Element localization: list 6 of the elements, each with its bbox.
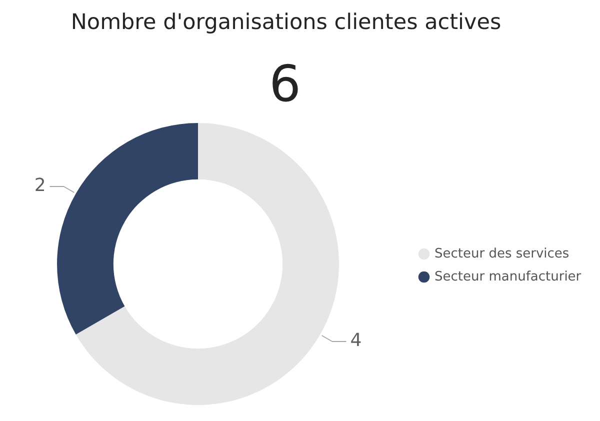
data-label: 4 xyxy=(350,330,362,352)
data-label: 2 xyxy=(34,175,46,196)
chart-subtitle: 6 xyxy=(269,55,301,113)
chart-title: Nombre d'organisations clientes actives xyxy=(70,10,502,35)
legend-label: Secteur manufacturier xyxy=(434,269,582,284)
legend-label: Secteur des services xyxy=(434,246,570,262)
